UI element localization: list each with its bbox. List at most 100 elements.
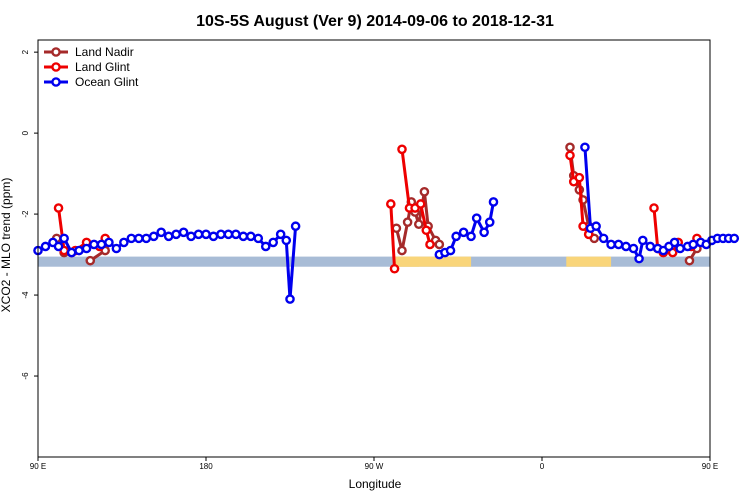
data-point — [471, 213, 482, 223]
data-point — [186, 231, 196, 242]
legend-label: Ocean Glint — [75, 75, 139, 89]
data-point — [126, 233, 137, 244]
data-point — [688, 239, 699, 250]
y-tick-label: 2 — [21, 49, 30, 54]
data-point — [245, 231, 256, 242]
y-tick-label: -4 — [21, 291, 30, 299]
data-point — [445, 245, 456, 256]
legend-label: Land Nadir — [75, 45, 134, 59]
data-point — [156, 227, 166, 238]
data-point — [171, 229, 181, 240]
data-point — [565, 150, 575, 161]
data-point — [163, 231, 174, 242]
data-point — [53, 203, 64, 213]
series-line — [389, 203, 397, 269]
data-point — [231, 229, 241, 240]
ocean-bar — [38, 256, 710, 267]
data-point — [458, 227, 469, 238]
legend-item: Ocean Glint — [44, 75, 139, 89]
data-point — [268, 237, 279, 248]
data-point — [419, 187, 430, 197]
data-point — [141, 233, 152, 244]
data-point — [479, 227, 489, 238]
data-point — [59, 233, 69, 244]
land-ocean-bar — [38, 256, 710, 267]
data-point — [111, 243, 122, 254]
data-point — [85, 255, 96, 266]
series-line — [394, 190, 441, 253]
data-point — [402, 217, 413, 227]
data-point — [391, 223, 402, 234]
data-point — [729, 233, 740, 244]
data-point — [253, 233, 264, 244]
data-point — [285, 294, 295, 304]
y-tick-label: -2 — [21, 210, 30, 218]
data-point — [40, 241, 51, 252]
land-segment — [398, 256, 472, 267]
data-point — [275, 229, 286, 240]
legend-item: Land Nadir — [44, 45, 134, 59]
series-ocean-glint — [33, 142, 740, 304]
land-segment — [566, 256, 612, 267]
data-point — [290, 221, 301, 232]
data-point — [104, 237, 114, 248]
legend-item: Land Glint — [44, 60, 130, 74]
data-point — [638, 235, 648, 246]
data-point — [598, 233, 609, 244]
data-point — [580, 142, 590, 153]
data-point — [684, 255, 695, 266]
data-point — [223, 229, 234, 240]
data-point — [96, 239, 107, 250]
data-point — [53, 241, 64, 252]
legend-marker — [51, 47, 61, 57]
data-point — [385, 199, 396, 209]
data-point — [66, 247, 77, 258]
data-point — [466, 231, 476, 242]
legend-marker — [51, 77, 61, 87]
data-point — [421, 225, 432, 236]
data-point — [578, 221, 588, 232]
data-point — [260, 241, 271, 252]
data-point — [397, 245, 407, 256]
data-point — [413, 219, 424, 230]
data-point — [201, 229, 211, 240]
y-axis: 2 0 -2 -4 -6 — [21, 49, 38, 380]
data-point — [613, 239, 624, 250]
data-point — [74, 245, 84, 256]
series-layer — [33, 142, 740, 304]
data-point — [425, 239, 435, 250]
data-point — [119, 237, 129, 248]
data-point — [606, 239, 616, 250]
data-point — [488, 197, 499, 207]
data-point — [565, 142, 575, 153]
data-point — [451, 231, 461, 242]
data-point — [649, 203, 659, 213]
series-land-nadir — [51, 142, 702, 266]
y-tick-label: 0 — [21, 130, 30, 135]
x-axis: 90 E 180 90 W 0 90 E — [30, 457, 718, 471]
data-point — [148, 231, 159, 242]
data-point — [645, 241, 656, 252]
data-point — [238, 231, 249, 242]
data-point — [89, 239, 99, 250]
data-point — [389, 263, 400, 274]
data-point — [216, 229, 226, 240]
data-point — [484, 217, 495, 227]
x-tick-label: 90 W — [365, 462, 384, 471]
data-point — [178, 227, 189, 238]
legend-label: Land Glint — [75, 60, 130, 74]
data-point — [591, 221, 601, 232]
y-tick-label: -6 — [21, 372, 30, 380]
series-land-glint — [53, 144, 702, 274]
data-point — [574, 172, 585, 183]
data-point — [208, 231, 219, 242]
x-tick-label: 180 — [199, 462, 213, 471]
x-axis-label: Longitude — [349, 477, 402, 491]
data-point — [434, 239, 445, 250]
data-point — [628, 243, 639, 254]
x-tick-label: 0 — [540, 462, 545, 471]
chart-title: 10S-5S August (Ver 9) 2014-09-06 to 2018… — [196, 13, 554, 30]
data-point — [669, 237, 680, 248]
